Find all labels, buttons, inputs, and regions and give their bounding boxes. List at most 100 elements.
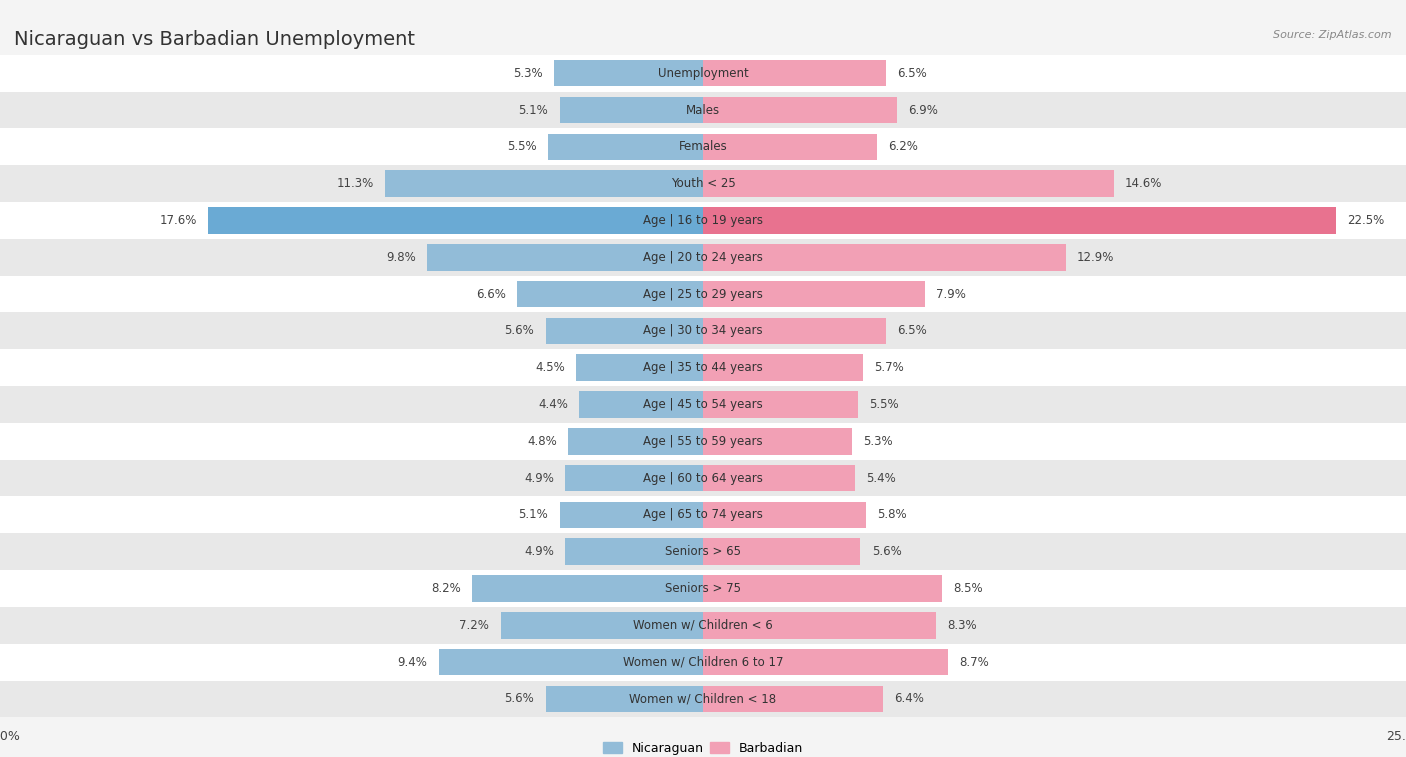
Bar bbox=[501, 612, 703, 639]
Text: 17.6%: 17.6% bbox=[159, 214, 197, 227]
Text: Age | 20 to 24 years: Age | 20 to 24 years bbox=[643, 251, 763, 263]
Text: 6.6%: 6.6% bbox=[477, 288, 506, 301]
Bar bbox=[427, 244, 703, 270]
Bar bbox=[560, 502, 703, 528]
Text: 5.6%: 5.6% bbox=[505, 693, 534, 706]
Bar bbox=[0, 423, 1406, 459]
Text: Women w/ Children 6 to 17: Women w/ Children 6 to 17 bbox=[623, 656, 783, 668]
Text: 5.7%: 5.7% bbox=[875, 361, 904, 374]
Bar bbox=[546, 318, 703, 344]
Bar bbox=[517, 281, 703, 307]
Text: 4.5%: 4.5% bbox=[536, 361, 565, 374]
Text: Age | 16 to 19 years: Age | 16 to 19 years bbox=[643, 214, 763, 227]
Bar bbox=[546, 686, 703, 712]
Text: Source: ZipAtlas.com: Source: ZipAtlas.com bbox=[1274, 30, 1392, 40]
Text: Age | 25 to 29 years: Age | 25 to 29 years bbox=[643, 288, 763, 301]
Bar bbox=[703, 170, 1114, 197]
Bar bbox=[385, 170, 703, 197]
Bar bbox=[208, 207, 703, 234]
Text: Age | 45 to 54 years: Age | 45 to 54 years bbox=[643, 398, 763, 411]
Bar bbox=[0, 386, 1406, 423]
Text: 5.3%: 5.3% bbox=[513, 67, 543, 79]
Text: 8.7%: 8.7% bbox=[959, 656, 988, 668]
Text: 5.3%: 5.3% bbox=[863, 435, 893, 448]
Text: 9.8%: 9.8% bbox=[387, 251, 416, 263]
Bar bbox=[703, 354, 863, 381]
Text: Women w/ Children < 6: Women w/ Children < 6 bbox=[633, 618, 773, 632]
Text: Age | 60 to 64 years: Age | 60 to 64 years bbox=[643, 472, 763, 484]
Bar bbox=[0, 239, 1406, 276]
Bar bbox=[703, 60, 886, 86]
Bar bbox=[0, 533, 1406, 570]
Bar bbox=[439, 649, 703, 675]
Bar bbox=[703, 575, 942, 602]
Text: Nicaraguan vs Barbadian Unemployment: Nicaraguan vs Barbadian Unemployment bbox=[14, 30, 415, 49]
Text: 7.9%: 7.9% bbox=[936, 288, 966, 301]
Text: Women w/ Children < 18: Women w/ Children < 18 bbox=[630, 693, 776, 706]
Bar bbox=[703, 428, 852, 454]
Bar bbox=[703, 133, 877, 160]
Bar bbox=[472, 575, 703, 602]
Text: Females: Females bbox=[679, 140, 727, 154]
Text: Seniors > 75: Seniors > 75 bbox=[665, 582, 741, 595]
Bar bbox=[565, 538, 703, 565]
Text: Age | 35 to 44 years: Age | 35 to 44 years bbox=[643, 361, 763, 374]
Text: 5.1%: 5.1% bbox=[519, 509, 548, 522]
Bar bbox=[703, 538, 860, 565]
Text: Age | 55 to 59 years: Age | 55 to 59 years bbox=[643, 435, 763, 448]
Text: 4.8%: 4.8% bbox=[527, 435, 557, 448]
Bar bbox=[0, 55, 1406, 92]
Bar bbox=[703, 612, 936, 639]
Bar bbox=[565, 465, 703, 491]
Text: 6.4%: 6.4% bbox=[894, 693, 924, 706]
Text: 5.5%: 5.5% bbox=[508, 140, 537, 154]
Bar bbox=[0, 681, 1406, 718]
Bar bbox=[703, 686, 883, 712]
Bar bbox=[703, 97, 897, 123]
Bar bbox=[703, 281, 925, 307]
Text: 4.4%: 4.4% bbox=[538, 398, 568, 411]
Bar bbox=[0, 349, 1406, 386]
Bar bbox=[548, 133, 703, 160]
Text: Males: Males bbox=[686, 104, 720, 117]
Text: 22.5%: 22.5% bbox=[1347, 214, 1384, 227]
Text: Unemployment: Unemployment bbox=[658, 67, 748, 79]
Bar bbox=[560, 97, 703, 123]
Text: 5.6%: 5.6% bbox=[505, 324, 534, 338]
Text: 5.1%: 5.1% bbox=[519, 104, 548, 117]
Bar bbox=[576, 354, 703, 381]
Bar bbox=[703, 502, 866, 528]
Bar bbox=[0, 313, 1406, 349]
Bar bbox=[0, 497, 1406, 533]
Text: Age | 30 to 34 years: Age | 30 to 34 years bbox=[643, 324, 763, 338]
Bar bbox=[0, 129, 1406, 165]
Text: 7.2%: 7.2% bbox=[460, 618, 489, 632]
Text: 12.9%: 12.9% bbox=[1077, 251, 1115, 263]
Bar bbox=[0, 92, 1406, 129]
Bar bbox=[0, 607, 1406, 643]
Text: 9.4%: 9.4% bbox=[398, 656, 427, 668]
Bar bbox=[0, 570, 1406, 607]
Text: Age | 65 to 74 years: Age | 65 to 74 years bbox=[643, 509, 763, 522]
Text: 5.6%: 5.6% bbox=[872, 545, 901, 558]
Bar bbox=[0, 202, 1406, 239]
Bar bbox=[579, 391, 703, 418]
Text: 14.6%: 14.6% bbox=[1125, 177, 1163, 190]
Bar bbox=[703, 649, 948, 675]
Bar bbox=[0, 276, 1406, 313]
Text: Youth < 25: Youth < 25 bbox=[671, 177, 735, 190]
Bar bbox=[703, 244, 1066, 270]
Text: 5.5%: 5.5% bbox=[869, 398, 898, 411]
Bar bbox=[0, 459, 1406, 497]
Text: 6.5%: 6.5% bbox=[897, 67, 927, 79]
Text: 6.2%: 6.2% bbox=[889, 140, 918, 154]
Text: Seniors > 65: Seniors > 65 bbox=[665, 545, 741, 558]
Bar bbox=[0, 165, 1406, 202]
Text: 5.8%: 5.8% bbox=[877, 509, 907, 522]
Text: 6.5%: 6.5% bbox=[897, 324, 927, 338]
Bar bbox=[703, 318, 886, 344]
Text: 8.5%: 8.5% bbox=[953, 582, 983, 595]
Bar bbox=[703, 207, 1336, 234]
Bar bbox=[703, 465, 855, 491]
Text: 4.9%: 4.9% bbox=[524, 472, 554, 484]
